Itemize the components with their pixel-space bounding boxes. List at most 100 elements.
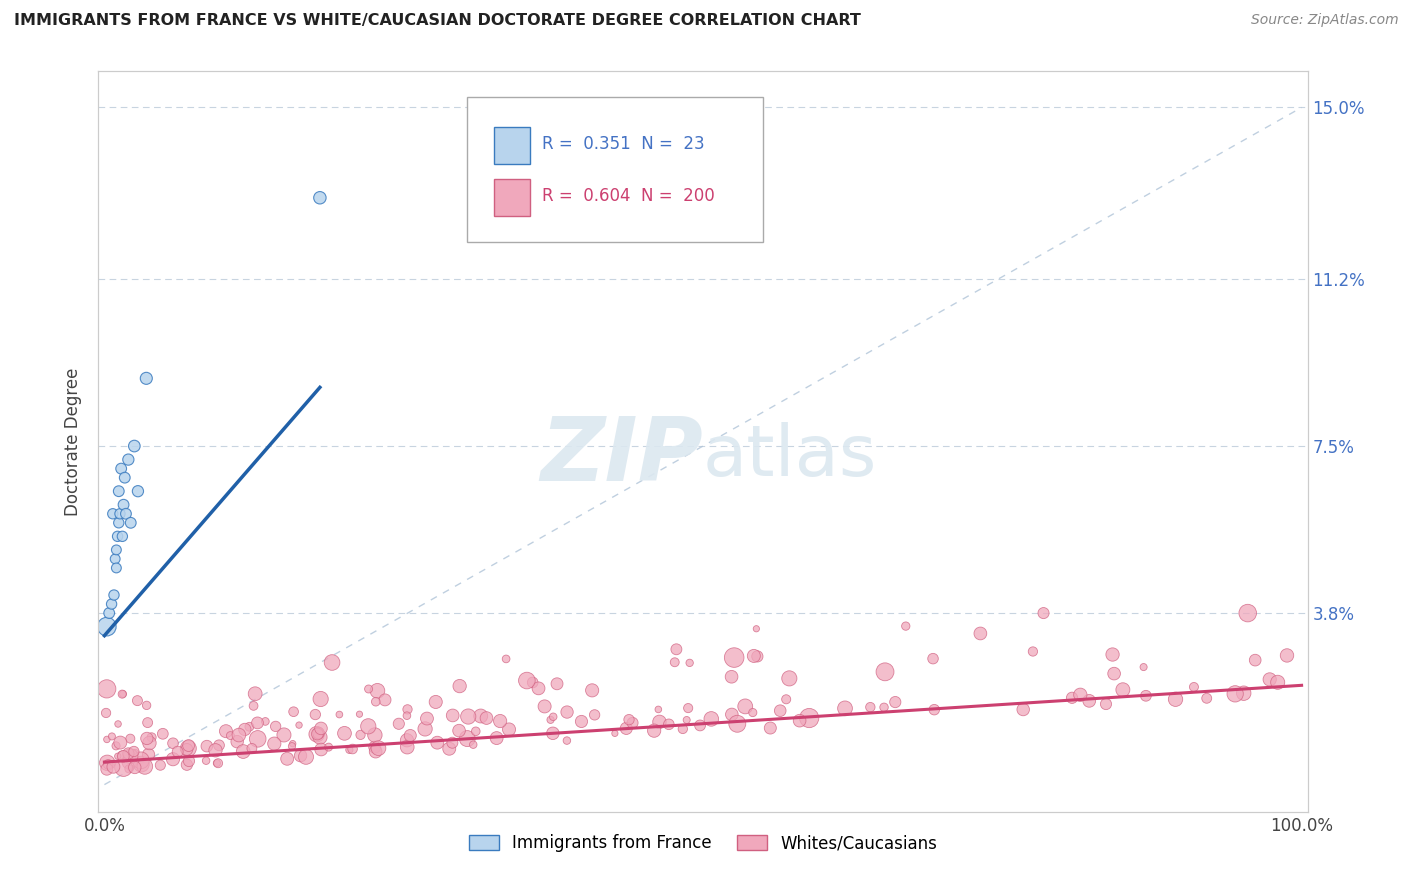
- Text: Source: ZipAtlas.com: Source: ZipAtlas.com: [1251, 13, 1399, 28]
- Point: [135, 698, 157, 713]
- Point: [617, 713, 640, 727]
- Point: [516, 673, 538, 688]
- Point: [441, 708, 464, 723]
- Point: [96, 762, 118, 776]
- Point: [107, 749, 129, 764]
- Point: [426, 736, 449, 750]
- Point: [366, 683, 388, 698]
- Point: [1164, 692, 1187, 706]
- Point: [205, 756, 228, 771]
- Point: [700, 712, 723, 726]
- Point: [120, 731, 142, 746]
- Point: [162, 752, 184, 766]
- Point: [309, 730, 332, 744]
- Point: [100, 597, 122, 611]
- Point: [357, 681, 380, 696]
- Point: [742, 648, 765, 663]
- Point: [498, 723, 520, 737]
- Point: [1223, 687, 1246, 701]
- Point: [281, 739, 304, 754]
- Point: [388, 716, 411, 731]
- Point: [546, 677, 568, 691]
- Point: [775, 692, 797, 706]
- Point: [741, 706, 763, 720]
- Point: [104, 552, 127, 566]
- Point: [357, 719, 380, 733]
- Point: [747, 649, 769, 664]
- Point: [96, 732, 118, 747]
- Point: [969, 626, 991, 640]
- Point: [1095, 697, 1118, 711]
- Bar: [494, 178, 530, 216]
- Point: [117, 747, 139, 761]
- Point: [439, 741, 461, 756]
- Point: [720, 670, 742, 684]
- Point: [396, 702, 419, 716]
- Point: [725, 716, 748, 731]
- Point: [349, 728, 371, 742]
- Point: [364, 728, 387, 742]
- Point: [207, 756, 229, 771]
- Point: [305, 727, 328, 741]
- Point: [1135, 689, 1157, 703]
- Point: [1236, 606, 1258, 620]
- Point: [395, 733, 418, 747]
- Point: [124, 746, 146, 760]
- Point: [111, 687, 134, 701]
- Text: IMMIGRANTS FROM FRANCE VS WHITE/CAUCASIAN DOCTORATE DEGREE CORRELATION CHART: IMMIGRANTS FROM FRANCE VS WHITE/CAUCASIA…: [14, 13, 860, 29]
- Point: [1069, 688, 1091, 702]
- Point: [115, 507, 138, 521]
- Point: [101, 730, 124, 744]
- Point: [208, 739, 231, 753]
- Point: [873, 700, 896, 714]
- Point: [1275, 648, 1298, 663]
- Point: [114, 470, 136, 484]
- Point: [112, 761, 135, 775]
- Point: [254, 714, 277, 729]
- Point: [759, 721, 782, 735]
- Point: [1022, 644, 1045, 658]
- Point: [290, 748, 312, 763]
- Point: [233, 723, 256, 737]
- Point: [176, 742, 198, 756]
- Point: [309, 722, 332, 736]
- Point: [309, 742, 332, 756]
- Point: [246, 731, 269, 746]
- Point: [135, 731, 157, 746]
- Point: [111, 687, 134, 701]
- Point: [679, 656, 702, 670]
- Point: [1101, 648, 1123, 662]
- Point: [337, 743, 360, 757]
- Point: [295, 749, 318, 764]
- Point: [413, 722, 436, 736]
- Point: [485, 731, 508, 745]
- Point: [304, 707, 326, 722]
- Point: [541, 710, 564, 724]
- Point: [118, 762, 141, 776]
- Point: [367, 741, 389, 756]
- Point: [689, 718, 711, 732]
- Point: [859, 700, 882, 714]
- Point: [349, 707, 371, 722]
- Point: [522, 675, 544, 690]
- Point: [475, 711, 498, 725]
- Point: [118, 755, 141, 769]
- Point: [456, 731, 478, 746]
- Point: [122, 744, 145, 758]
- Point: [105, 739, 128, 753]
- Point: [228, 728, 250, 742]
- Point: [1182, 680, 1205, 694]
- Point: [1233, 686, 1256, 700]
- Point: [778, 672, 800, 686]
- Point: [108, 507, 131, 521]
- Point: [1132, 660, 1154, 674]
- Point: [219, 729, 242, 743]
- Point: [321, 656, 343, 670]
- Point: [215, 724, 238, 739]
- Point: [664, 655, 686, 669]
- Point: [1060, 690, 1083, 705]
- Point: [665, 642, 688, 657]
- Point: [162, 736, 184, 750]
- Point: [464, 724, 486, 739]
- Point: [1102, 666, 1125, 681]
